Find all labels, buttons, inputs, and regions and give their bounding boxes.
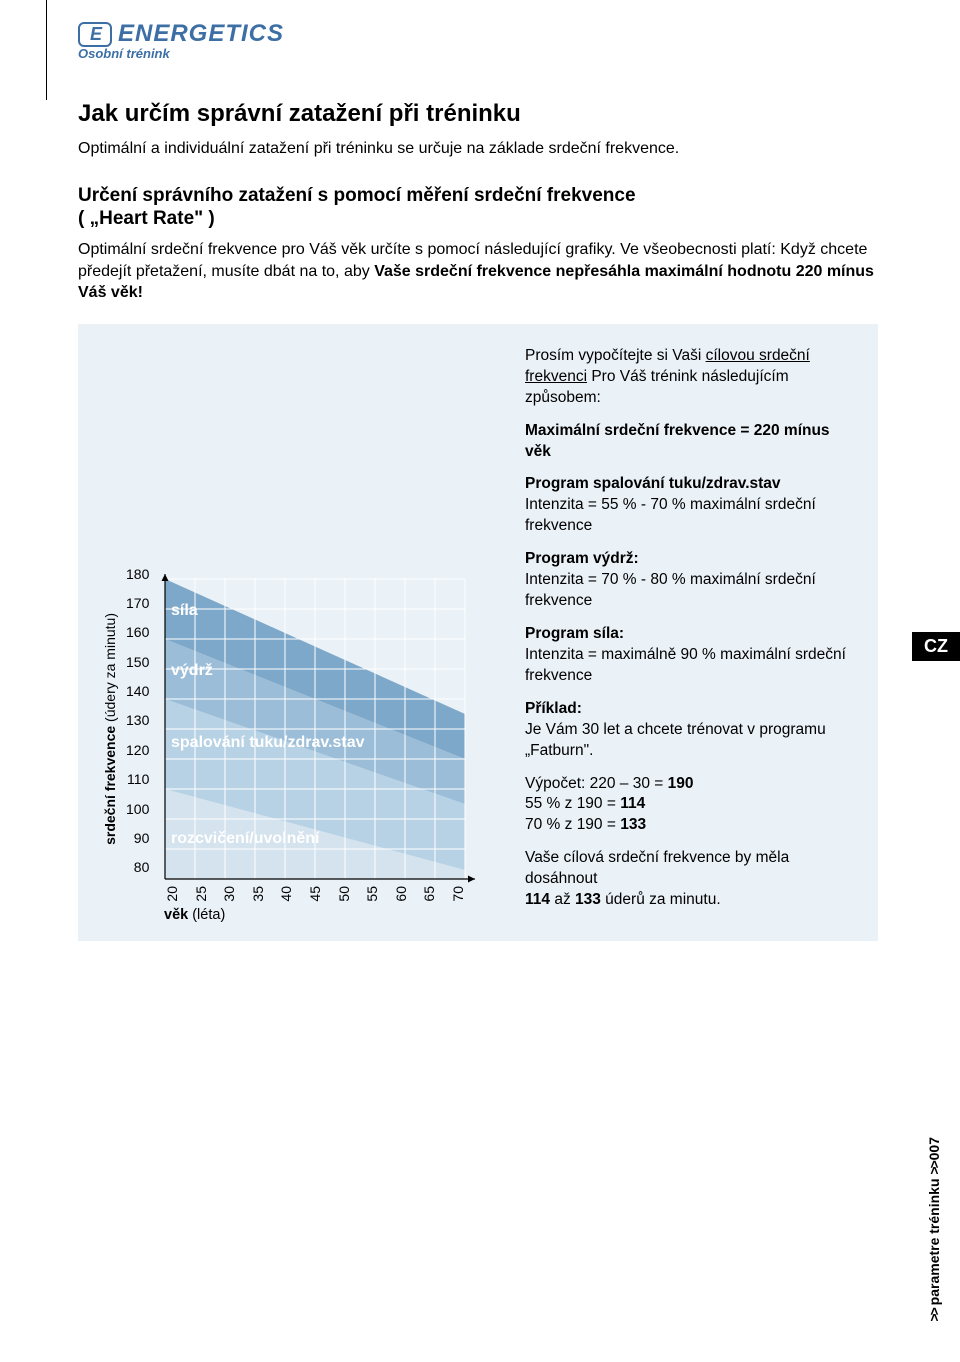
x-tick: 45 (307, 886, 321, 902)
svg-text:spalování tuku/zdrav.stav: spalování tuku/zdrav.stav (171, 734, 365, 751)
calc1b: 190 (668, 775, 694, 792)
x-label-b: (léta) (188, 907, 225, 923)
footer-side-label: >> parametre tréninku >> 007 (926, 1137, 942, 1322)
y-tick: 130 (126, 712, 149, 728)
x-tick: 40 (278, 886, 292, 902)
prog-end-title: Program výdrž: (525, 550, 639, 567)
example: Příklad: Je Vám 30 let a chcete trénovat… (525, 699, 854, 762)
y-tick: 150 (126, 654, 149, 670)
page-title: Jak určím správní zatažení při tréninku (78, 100, 878, 128)
x-tick: 50 (336, 886, 350, 902)
svg-text:výdrž: výdrž (171, 662, 213, 679)
result-b1: 114 (525, 891, 550, 908)
y-tick: 170 (126, 595, 149, 611)
logo-wordmark: ENERGETICS (118, 20, 284, 48)
svg-text:síla: síla (171, 602, 198, 619)
h2-line2: ( „Heart Rate" ) (78, 208, 215, 229)
y-label-a: srdeční frekvence (102, 725, 118, 844)
max-hr-formula: Maximální srdeční frekvence = 220 mínus … (525, 421, 854, 463)
intro-a: Prosím vypočítejte si Vaši (525, 347, 706, 364)
x-axis-ticks: 20 25 30 35 40 45 50 55 60 65 70 (164, 886, 464, 902)
calc3a: 70 % z 190 = (525, 816, 620, 833)
intro-text: Optimální a individuální zatažení při tr… (78, 138, 878, 160)
x-tick: 55 (364, 886, 378, 902)
y-tick: 120 (126, 742, 149, 758)
program-endurance: Program výdrž: Intenzita = 70 % - 80 % m… (525, 549, 854, 612)
result: Vaše cílová srdeční frekvence by měla do… (525, 848, 854, 911)
chevrons-icon: >> (926, 1310, 942, 1322)
y-tick: 110 (126, 771, 149, 787)
language-tab: CZ (912, 632, 960, 661)
logo-subtitle: Osobní trénink (78, 46, 284, 61)
example-title: Příklad: (525, 700, 582, 717)
calc2b: 114 (620, 795, 645, 812)
x-label-a: věk (164, 907, 188, 923)
result-a: Vaše cílová srdeční frekvence by měla do… (525, 849, 789, 887)
y-tick: 90 (126, 830, 149, 846)
prog-fat-title: Program spalování tuku/zdrav.stav (525, 475, 781, 492)
hr-chart: síla výdrž spalování tuku/zdrav.stav rozcvi… (155, 574, 475, 884)
calc-lines: Výpočet: 220 – 30 = 190 55 % z 190 = 114… (525, 774, 854, 837)
example-body: Je Vám 30 let a chcete trénovat v progra… (525, 721, 826, 759)
y-tick: 140 (126, 683, 149, 699)
footer-page-num: 007 (926, 1137, 942, 1160)
chart-column: srdeční frekvence (údery za minutu) 1801… (102, 346, 497, 923)
calc1a: Výpočet: 220 – 30 = (525, 775, 668, 792)
chart-area: srdeční frekvence (údery za minutu) 1801… (102, 574, 497, 884)
prog-fat-body: Intenzita = 55 % - 70 % maximální srdečn… (525, 496, 816, 534)
prog-str-title: Program síla: (525, 625, 624, 642)
chart-panel: srdeční frekvence (údery za minutu) 1801… (78, 324, 878, 941)
x-tick: 30 (221, 886, 235, 902)
brand-logo: E ENERGETICS Osobní trénink (78, 20, 284, 61)
x-tick: 25 (193, 886, 207, 902)
prog-str-body: Intenzita = maximálně 90 % maximální srd… (525, 646, 846, 684)
x-tick: 35 (250, 886, 264, 902)
section-heading: Určení správního zatažení s pomocí měřen… (78, 184, 878, 232)
y-tick: 80 (126, 859, 149, 875)
x-tick: 65 (421, 886, 435, 902)
result-b2: 133 (575, 891, 601, 908)
right-column: Prosím vypočítejte si Vaši cílovou srdeč… (525, 346, 854, 923)
vertical-rule (46, 0, 47, 100)
main-content: Jak určím správní zatažení při tréninku … (78, 100, 878, 941)
calc3b: 133 (620, 816, 646, 833)
y-tick: 180 (126, 566, 149, 582)
logo-e-icon: E (78, 22, 112, 47)
y-label-b: (údery za minutu) (102, 613, 118, 726)
y-tick: 100 (126, 801, 149, 817)
program-strength: Program síla: Intenzita = maximálně 90 %… (525, 624, 854, 687)
section-body: Optimální srdeční frekvence pro Váš věk … (78, 239, 878, 304)
calc2a: 55 % z 190 = (525, 795, 620, 812)
svg-text:rozcvičení/uvolnění: rozcvičení/uvolnění (171, 830, 320, 847)
x-tick: 70 (450, 886, 464, 902)
chevrons-icon: >> (926, 1161, 942, 1175)
y-tick: 160 (126, 624, 149, 640)
prog-end-body: Intenzita = 70 % - 80 % maximální srdečn… (525, 571, 816, 609)
result-end: úderů za minutu. (601, 891, 721, 908)
x-tick: 20 (164, 886, 178, 902)
y-axis-ticks: 180 170 160 150 140 130 120 110 100 90 80 (126, 566, 149, 876)
program-fat: Program spalování tuku/zdrav.stav Intenz… (525, 474, 854, 537)
x-axis-label: věk (léta) (164, 907, 497, 923)
x-tick: 60 (393, 886, 407, 902)
result-mid: až (550, 891, 575, 908)
y-axis-label: srdeční frekvence (údery za minutu) (102, 613, 118, 845)
h2-line1: Určení správního zatažení s pomocí měřen… (78, 185, 636, 206)
calc-intro: Prosím vypočítejte si Vaši cílovou srdeč… (525, 346, 854, 409)
footer-label: parametre tréninku (926, 1179, 942, 1306)
